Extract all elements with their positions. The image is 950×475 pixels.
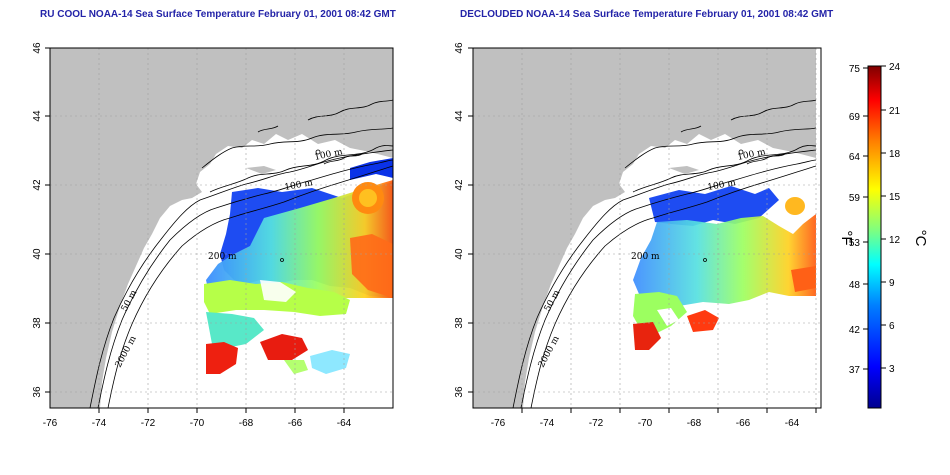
colorbar-gradient <box>867 65 882 409</box>
colorbar-f-tick: 42 <box>849 325 861 336</box>
lon-tick-label: -74 <box>92 418 107 429</box>
colorbar-f-tick: 37 <box>849 365 861 376</box>
left-panel-title: RU COOL NOAA-14 Sea Surface Temperature … <box>40 9 396 20</box>
colorbar-c-tick: 6 <box>889 321 895 332</box>
right-lon-axis: -76 -74 -72 -70 -68 -66 -64 <box>468 47 817 429</box>
lon-tick-label: -70 <box>190 418 205 429</box>
colorbar-c-tick: 24 <box>889 62 901 73</box>
colorbar-c-tick: 3 <box>889 364 895 375</box>
right-map-panel: 100 m 100 m 200 m 50 m 2000 m -76 -74 -7… <box>454 42 822 429</box>
contour-label-200m: 200 m <box>208 252 237 262</box>
colorbar-celsius-unit: °C <box>912 230 929 247</box>
colorbar-fahrenheit-unit: °F <box>838 230 855 245</box>
lat-tick-label: 44 <box>32 110 43 122</box>
lat-tick-label: 40 <box>32 248 43 260</box>
left-lon-axis: -76 -74 -72 -70 -68 -66 -64 <box>43 47 352 429</box>
lon-tick-label: -76 <box>43 418 58 429</box>
lon-tick-label: -68 <box>239 418 254 429</box>
contour-label-100m-b: 100 m <box>284 178 314 193</box>
lon-tick-label: -70 <box>638 418 653 429</box>
lat-tick-label: 42 <box>454 179 465 191</box>
lat-tick-label: 36 <box>32 386 43 398</box>
lat-tick-label: 42 <box>32 179 43 191</box>
lat-tick-label: 38 <box>454 317 465 329</box>
colorbar-f-tick: 48 <box>849 280 861 291</box>
contour-label-200m: 200 m <box>631 252 660 262</box>
lon-tick-label: -72 <box>141 418 156 429</box>
lon-tick-label: -76 <box>491 418 506 429</box>
left-lat-axis: 46 44 42 40 38 36 <box>32 42 43 398</box>
lon-tick-label: -66 <box>288 418 303 429</box>
lat-tick-label: 44 <box>454 110 465 122</box>
lon-tick-label: -68 <box>687 418 702 429</box>
colorbar-c-tick: 15 <box>889 192 901 203</box>
lat-tick-label: 46 <box>454 42 465 54</box>
colorbar-c-tick: 9 <box>889 278 895 289</box>
right-panel-title: DECLOUDED NOAA-14 Sea Surface Temperatur… <box>460 9 834 20</box>
right-lat-axis: 46 44 42 40 38 36 <box>454 42 465 398</box>
lat-tick-label: 36 <box>454 386 465 398</box>
lon-tick-label: -72 <box>589 418 604 429</box>
lon-tick-label: -74 <box>540 418 555 429</box>
colorbar-f-tick: 69 <box>849 112 861 123</box>
lat-tick-label: 46 <box>32 42 43 54</box>
colorbar-f-tick: 75 <box>849 64 861 75</box>
colorbar-f-tick: 53 <box>849 238 861 249</box>
contour-label-100m-b: 100 m <box>707 178 737 193</box>
colorbar-f-tick: 59 <box>849 193 861 204</box>
lon-tick-label: -64 <box>785 418 800 429</box>
lon-tick-label: -64 <box>337 418 352 429</box>
lon-tick-label: -66 <box>736 418 751 429</box>
colorbar-c-tick: 18 <box>889 149 901 160</box>
lat-tick-label: 40 <box>454 248 465 260</box>
colorbar: 75 69 64 59 53 48 42 37 24 21 18 15 12 9… <box>838 62 929 409</box>
colorbar-c-tick: 21 <box>889 106 901 117</box>
lat-tick-label: 38 <box>32 317 43 329</box>
colorbar-f-tick: 64 <box>849 152 861 163</box>
left-map-panel: 100 m 100 m 200 m 50 m 2000 m -76 -74 -7… <box>32 42 394 429</box>
colorbar-c-tick: 12 <box>889 235 901 246</box>
